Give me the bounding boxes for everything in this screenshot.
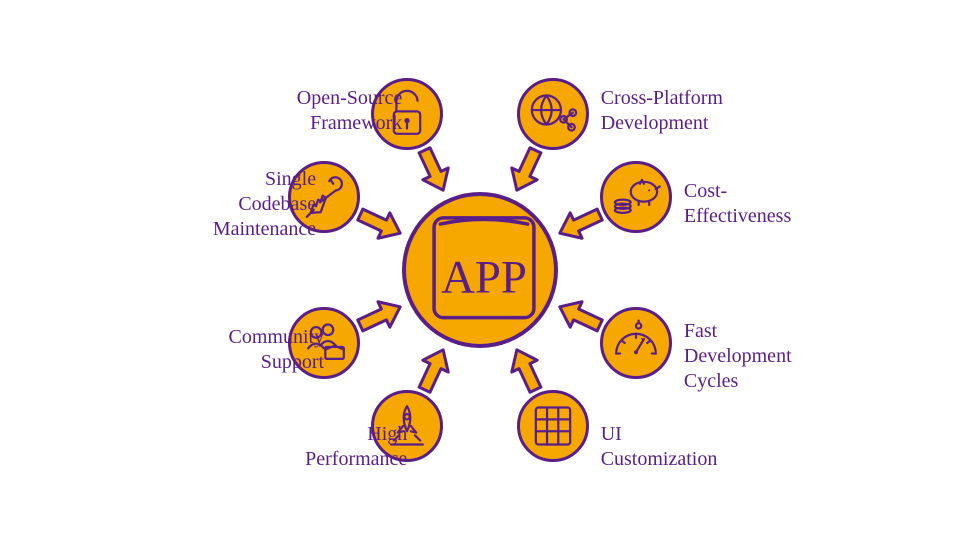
spoke-node [600, 307, 672, 379]
spoke-node [517, 390, 589, 462]
spoke-label: Cost- Effectiveness [684, 179, 864, 229]
spoke-label: Fast Development Cycles [684, 319, 864, 394]
spoke-node [517, 78, 589, 150]
spoke-label: Single Codebase Maintenance [166, 167, 316, 242]
spoke-label: UI Customization [601, 422, 781, 472]
spoke-label: Open-Source Framework [252, 86, 402, 136]
spoke-label: Community Support [174, 325, 324, 375]
spoke-label: High Performance [257, 422, 407, 472]
spoke-arrow [352, 194, 411, 248]
center-node: APP [402, 192, 558, 348]
spoke-node [600, 161, 672, 233]
spoke-arrow [502, 142, 556, 201]
svg-text:APP: APP [441, 252, 527, 304]
spoke-label: Cross-Platform Development [601, 86, 781, 136]
